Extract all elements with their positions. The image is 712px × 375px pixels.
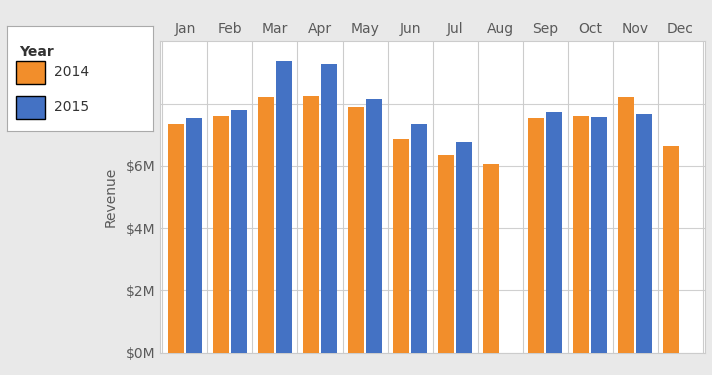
Bar xyxy=(168,124,184,352)
Bar xyxy=(438,155,454,352)
Bar xyxy=(636,114,652,352)
FancyBboxPatch shape xyxy=(16,61,45,84)
Bar xyxy=(186,118,201,352)
Bar xyxy=(303,96,319,352)
Y-axis label: Revenue: Revenue xyxy=(103,167,117,227)
FancyBboxPatch shape xyxy=(16,96,45,118)
Bar xyxy=(664,146,679,352)
Bar xyxy=(618,97,634,352)
Bar xyxy=(393,139,409,352)
Bar xyxy=(528,117,545,352)
Bar xyxy=(258,97,274,352)
Bar xyxy=(231,110,247,352)
Bar xyxy=(320,64,337,352)
Bar xyxy=(591,117,607,352)
Bar xyxy=(483,164,499,352)
Bar xyxy=(213,116,229,352)
Text: 2015: 2015 xyxy=(54,100,89,114)
Bar xyxy=(546,112,562,352)
Text: Year: Year xyxy=(19,45,53,59)
Text: 2014: 2014 xyxy=(54,66,89,80)
Bar xyxy=(348,106,365,352)
Bar xyxy=(276,62,292,352)
Bar xyxy=(456,142,472,352)
Bar xyxy=(411,124,427,352)
Bar xyxy=(573,116,590,352)
Bar xyxy=(366,99,382,352)
